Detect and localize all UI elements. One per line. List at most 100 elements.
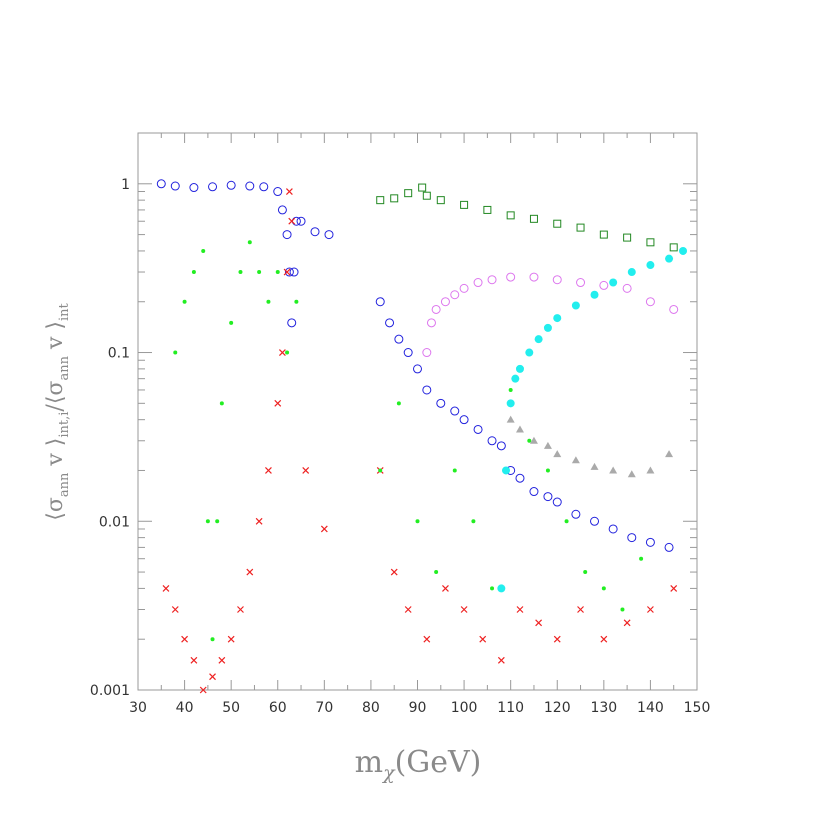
data-point-violet	[552, 275, 562, 285]
data-point-blue	[529, 487, 539, 497]
data-point-gray	[665, 450, 674, 458]
data-point-green	[210, 637, 215, 642]
data-point-violet	[669, 304, 679, 314]
x-tick-label: 30	[129, 700, 147, 716]
data-point-violet	[450, 290, 460, 300]
data-point-green	[564, 519, 569, 524]
data-point-darkgreen	[460, 200, 469, 209]
data-point-blue	[450, 406, 460, 416]
y-tick-label: 0.1	[108, 346, 130, 362]
data-point-violet	[576, 278, 586, 288]
data-point-green	[215, 519, 220, 524]
data-point-red	[302, 467, 310, 474]
data-point-darkgreen	[422, 191, 431, 200]
data-point-blue	[413, 364, 422, 374]
data-point-gray	[627, 470, 636, 478]
data-point-violet	[599, 280, 609, 290]
data-point-green	[471, 519, 476, 524]
data-point-blue	[284, 267, 294, 277]
data-point-red	[497, 656, 505, 664]
data-points	[156, 179, 688, 694]
data-point-cyan	[525, 348, 534, 357]
data-point-blue	[436, 398, 446, 408]
data-point-darkgreen	[599, 230, 608, 239]
data-point-cyan	[534, 335, 543, 344]
data-point-cyan	[665, 254, 674, 263]
data-point-cyan	[497, 584, 506, 593]
data-point-blue	[473, 424, 483, 434]
data-point-red	[199, 686, 207, 694]
data-point-violet	[529, 272, 539, 282]
data-point-blue	[375, 297, 385, 307]
data-point-green	[415, 519, 420, 524]
data-point-blue	[189, 183, 199, 193]
data-point-darkgreen	[376, 196, 385, 205]
data-point-red	[646, 606, 654, 613]
data-point-cyan	[506, 399, 515, 408]
data-point-blue	[291, 216, 301, 226]
data-point-green	[434, 570, 439, 575]
x-tick-label: 150	[684, 700, 711, 716]
data-point-green	[490, 586, 495, 591]
data-point-cyan	[679, 246, 688, 255]
data-point-violet	[473, 278, 483, 288]
data-point-violet	[431, 304, 441, 314]
data-point-gray	[506, 415, 515, 423]
data-point-red	[390, 568, 398, 576]
x-tick-label: 110	[497, 700, 524, 716]
data-point-blue	[289, 267, 299, 277]
x-tick-label: 140	[637, 700, 664, 716]
data-point-cyan	[609, 278, 618, 287]
data-point-blue	[310, 227, 320, 237]
data-point-blue	[282, 230, 292, 240]
data-point-cyan	[627, 268, 636, 277]
data-point-green	[639, 556, 644, 561]
data-point-gray	[609, 466, 618, 474]
y-axis-title: ⟨σann v ⟩int,i/⟨σann v ⟩int	[43, 303, 72, 521]
data-point-violet	[422, 348, 432, 358]
y-tick-label: 0.01	[99, 514, 130, 530]
data-point-green	[173, 350, 178, 355]
data-point-red	[516, 606, 524, 613]
data-point-green	[229, 320, 234, 325]
data-point-blue	[394, 334, 404, 344]
data-point-gray	[646, 466, 655, 474]
x-tick-label: 130	[590, 700, 617, 716]
data-point-cyan	[646, 261, 655, 270]
data-point-red	[623, 619, 631, 627]
data-point-darkgreen	[390, 194, 399, 203]
data-point-blue	[571, 509, 581, 519]
data-point-blue	[627, 533, 637, 543]
x-tick-label: 40	[176, 700, 194, 716]
x-tick-label: 60	[269, 700, 287, 716]
y-tick-label: 0.001	[90, 683, 130, 699]
data-point-red	[209, 673, 216, 681]
data-point-green	[205, 519, 210, 524]
data-point-gray	[543, 441, 552, 449]
data-point-green	[257, 270, 262, 275]
data-point-darkgreen	[506, 211, 515, 220]
data-point-violet	[622, 283, 632, 293]
data-point-gray	[515, 425, 524, 433]
data-point-red	[535, 619, 543, 627]
data-point-darkgreen	[529, 214, 538, 223]
data-point-green	[508, 387, 513, 392]
data-point-red	[274, 399, 282, 407]
data-point-red	[171, 606, 179, 613]
data-point-red	[670, 584, 678, 592]
data-point-green	[275, 270, 280, 275]
data-point-darkgreen	[669, 243, 678, 252]
x-tick-label: 90	[409, 700, 427, 716]
data-point-blue	[645, 537, 655, 547]
data-point-blue	[245, 181, 255, 191]
data-point-green	[396, 401, 401, 406]
data-point-green	[285, 350, 290, 355]
data-point-blue	[287, 318, 297, 328]
data-point-red	[288, 217, 296, 225]
data-point-cyan	[511, 374, 520, 383]
data-point-blue	[608, 524, 618, 534]
plot-frame	[137, 132, 698, 691]
y-tick-label: 1	[121, 177, 130, 193]
data-point-blue	[496, 441, 506, 451]
